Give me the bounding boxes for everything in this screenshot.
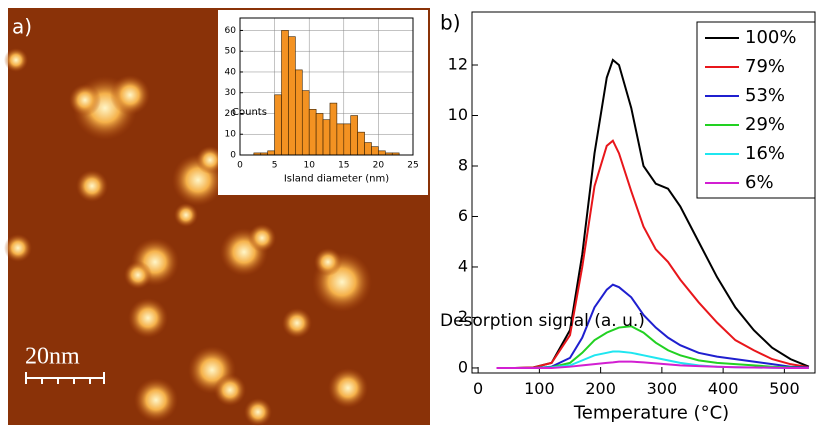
scale-bar-label: 20nm xyxy=(25,344,80,370)
y-tick-label: 2 xyxy=(458,307,468,326)
panel-label: a) xyxy=(12,15,32,39)
bar xyxy=(378,150,386,156)
bar xyxy=(281,30,289,156)
y-tick-label: 8 xyxy=(458,155,468,174)
series-line xyxy=(496,360,809,369)
series-line xyxy=(496,139,810,369)
y-tick-label: 4 xyxy=(458,256,468,275)
scale-bar xyxy=(25,372,105,384)
bar xyxy=(288,36,296,156)
inset-background xyxy=(218,10,428,195)
bar xyxy=(308,109,317,156)
series-line xyxy=(496,325,809,369)
plot-frame xyxy=(239,17,414,156)
y-axis-label: Counts xyxy=(232,107,267,118)
x-tick-label: 0 xyxy=(473,379,483,398)
bar xyxy=(315,113,324,156)
bar xyxy=(350,115,358,156)
x-tick-label: 400 xyxy=(708,379,739,398)
y-tick-label: 40 xyxy=(225,67,237,77)
plot-frame xyxy=(471,11,816,374)
x-tick-label: 10 xyxy=(303,161,315,171)
bar xyxy=(343,123,352,156)
bar xyxy=(301,90,310,156)
x-tick-label: 300 xyxy=(647,379,678,398)
y-tick-label: 6 xyxy=(458,206,468,225)
y-tick-label: 30 xyxy=(225,88,237,98)
legend-box xyxy=(696,21,816,199)
x-tick-label: 100 xyxy=(524,379,555,398)
stm-image: a) 20nm xyxy=(4,8,430,426)
y-tick-label: 10 xyxy=(225,130,237,140)
x-tick-label: 15 xyxy=(338,161,349,171)
y-tick-label: 10 xyxy=(448,105,468,124)
x-tick-label: 200 xyxy=(585,379,616,398)
bar xyxy=(364,142,372,156)
x-tick-label: 500 xyxy=(769,379,800,398)
y-tick-label: 60 xyxy=(225,26,237,36)
y-tick-label: 12 xyxy=(448,55,468,74)
x-axis-label: Island diameter (nm) xyxy=(284,174,389,185)
legend-label: 53% xyxy=(745,85,785,106)
bar xyxy=(267,150,275,156)
x-tick-label: 20 xyxy=(373,161,385,171)
bar xyxy=(336,123,345,156)
y-axis-label: Desorption signal (a. u.) xyxy=(440,311,645,331)
bar xyxy=(329,102,338,156)
series-line xyxy=(496,283,809,369)
series-line xyxy=(496,58,810,369)
panel-label: b) xyxy=(440,11,461,35)
legend-label: 100% xyxy=(745,27,796,48)
bar xyxy=(295,69,303,156)
bar xyxy=(274,94,282,156)
bar xyxy=(371,146,379,156)
legend-label: 6% xyxy=(745,172,774,193)
legend-label: 16% xyxy=(745,143,785,164)
legend-label: 79% xyxy=(745,56,785,77)
y-tick-label: 0 xyxy=(458,357,468,376)
y-tick-label: 20 xyxy=(225,109,237,119)
legend-label: 29% xyxy=(745,114,785,135)
x-tick-label: 25 xyxy=(407,161,418,171)
bar xyxy=(357,131,365,156)
x-axis-label: Temperature (°C) xyxy=(573,402,729,423)
bar xyxy=(322,119,331,156)
y-tick-label: 50 xyxy=(225,47,237,57)
x-tick-label: 0 xyxy=(237,161,243,171)
x-tick-label: 5 xyxy=(272,161,278,171)
y-tick-label: 0 xyxy=(230,151,236,161)
